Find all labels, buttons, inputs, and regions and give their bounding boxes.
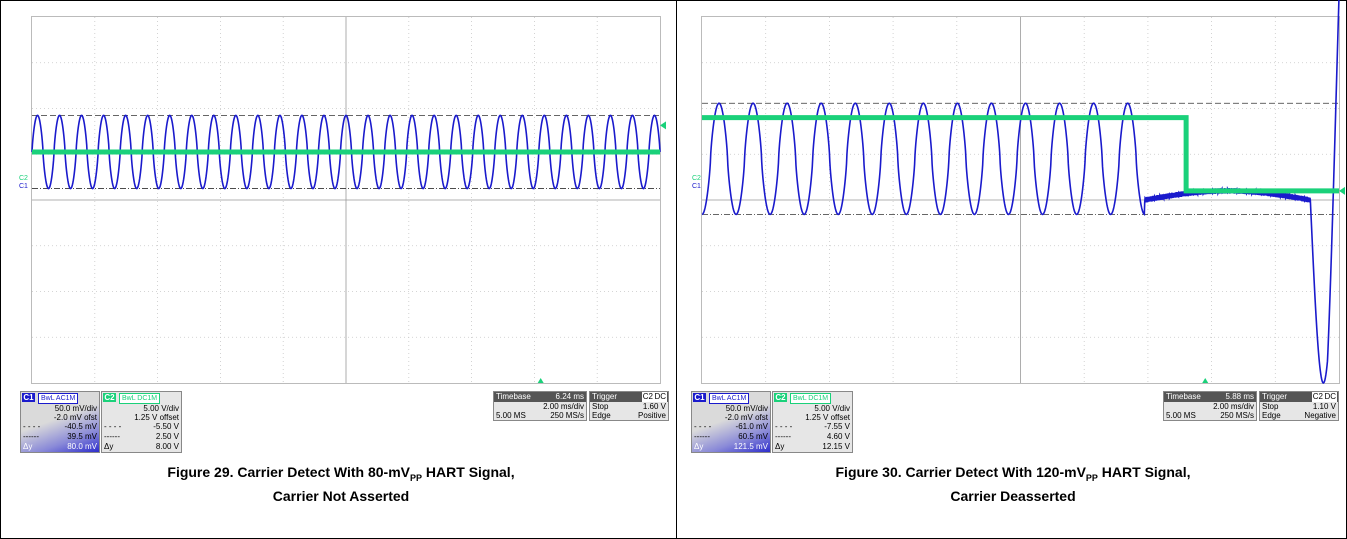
trigger-channel: C2 <box>641 392 654 402</box>
ch1-cursor2-label: ------ <box>694 432 710 441</box>
ch1-cursor1-label: - - - - <box>23 422 41 431</box>
time-per-div: 2.00 ms/div <box>543 402 584 411</box>
ch1-delta-value: 121.5 mV <box>733 442 768 451</box>
ch2-offset: 1.25 V offset <box>805 413 850 422</box>
c2-marker-label: C2 <box>19 175 28 182</box>
figure-caption: Figure 29. Carrier Detect With 80-mVPP H… <box>41 463 641 505</box>
figure-caption: Figure 30. Carrier Detect With 120-mVPP … <box>713 463 1313 505</box>
caption-text: Figure 30. Carrier Detect With 120-mV <box>835 464 1086 480</box>
ch1-cursor2-value: 39.5 mV <box>67 432 97 441</box>
timebase-label: Timebase <box>1166 392 1201 401</box>
series-c1-trace <box>31 114 661 190</box>
timebase-value: 5.88 ms <box>1225 392 1254 401</box>
ch1-coupling: BwL AC1M <box>38 393 79 404</box>
trigger-coupling: DC <box>1323 392 1337 402</box>
sample-rate: 250 MS/s <box>550 411 584 420</box>
ch2-cursor1-label: - - - - <box>775 422 793 431</box>
trigger-box[interactable]: Trigger C2 DC Stop 1.60 V Edge Positive <box>589 391 669 421</box>
ch1-offset: -2.0 mV ofst <box>724 413 768 422</box>
ch2-cursor2-label: ------ <box>775 432 791 441</box>
sample-count: 5.00 MS <box>1166 411 1196 420</box>
scope-screen: C2 C1 <box>19 16 666 384</box>
ch1-delta-label: Δy <box>23 442 33 451</box>
ch2-vdiv: 5.00 V/div <box>814 404 850 413</box>
caption-text: Figure 29. Carrier Detect With 80-mV <box>167 464 411 480</box>
ch2-delta-value: 8.00 V <box>155 442 179 451</box>
ch1-vdiv: 50.0 mV/div <box>54 404 97 413</box>
trigger-marker-icon <box>537 378 544 383</box>
caption-subscript: PP <box>410 472 423 483</box>
caption-line-2: Carrier Not Asserted <box>272 487 410 504</box>
ch2-tag: C2 <box>774 393 787 402</box>
caption-subscript: PP <box>1085 472 1098 483</box>
trigger-channel: C2 <box>1311 392 1324 402</box>
ch2-cursor1-label: - - - - <box>104 422 122 431</box>
timebase-value: 6.24 ms <box>555 392 584 401</box>
c2-marker-label: C2 <box>692 175 701 182</box>
ch2-delta-label: Δy <box>775 442 785 451</box>
ch1-delta-label: Δy <box>694 442 704 451</box>
trigger-level: 1.60 V <box>642 402 666 411</box>
ch2-cursor2-value: 4.60 V <box>826 432 850 441</box>
trigger-mode: Stop <box>1262 402 1279 411</box>
trigger-type: Edge <box>592 411 611 420</box>
oscilloscope-plot <box>31 17 666 383</box>
c1-marker-label: C1 <box>19 183 28 190</box>
figure-29-panel: C2 C1 C1 BwL AC1M 50.0 mV/div -2.0 mV ofs… <box>0 0 677 539</box>
ch1-tag: C1 <box>22 393 35 402</box>
ch2-delta-label: Δy <box>104 442 114 451</box>
trigger-label: Trigger <box>592 392 618 401</box>
timebase-box[interactable]: Timebase 5.88 ms 2.00 ms/div 5.00 MS 250 M… <box>1163 391 1257 421</box>
ch1-cursor2-value: 60.5 mV <box>738 432 768 441</box>
caption-text-end: HART Signal, <box>422 464 515 480</box>
trigger-type: Edge <box>1262 411 1281 420</box>
ch1-cursor2-label: ------ <box>23 432 39 441</box>
ch1-delta-value: 80.0 mV <box>67 442 97 451</box>
ch1-cursor1-label: - - - - <box>694 422 712 431</box>
sample-count: 5.00 MS <box>496 411 526 420</box>
oscilloscope-plot <box>701 0 1345 384</box>
sample-rate: 250 MS/s <box>1220 411 1254 420</box>
ch2-cursor2-label: ------ <box>104 432 120 441</box>
figure-30-panel: C2 C1 C1 BwL AC1M 50.0 mV/div -2.0 mV ofs… <box>676 0 1347 539</box>
level-marker-icon <box>660 121 666 130</box>
timebase-label: Timebase <box>496 392 531 401</box>
series-c2-trace <box>702 115 1339 194</box>
ch1-cursor1-value: -61.0 mV <box>735 422 768 431</box>
ch2-offset: 1.25 V offset <box>134 413 179 422</box>
ch2-info-box[interactable]: C2 BwL DC1M 5.00 V/div 1.25 V offset - - … <box>772 391 853 453</box>
c1-marker-label: C1 <box>692 183 701 190</box>
ch2-cursor1-value: -7.55 V <box>824 422 850 431</box>
caption-line-2: Carrier Deasserted <box>950 487 1076 504</box>
trigger-slope: Positive <box>637 411 666 420</box>
ch2-info-box[interactable]: C2 BwL DC1M 5.00 V/div 1.25 V offset - - … <box>101 391 182 453</box>
ch1-coupling: BwL AC1M <box>709 393 750 404</box>
ch1-offset: -2.0 mV ofst <box>53 413 97 422</box>
trigger-label: Trigger <box>1262 392 1288 401</box>
ch1-info-box[interactable]: C1 BwL AC1M 50.0 mV/div -2.0 mV ofst - - … <box>20 391 100 453</box>
scope-screen: C2 C1 <box>692 0 1345 384</box>
time-per-div: 2.00 ms/div <box>1213 402 1254 411</box>
ch2-cursor2-value: 2.50 V <box>155 432 179 441</box>
trigger-slope: Negative <box>1304 411 1336 420</box>
trigger-box[interactable]: Trigger C2 DC Stop 1.10 V Edge Negative <box>1259 391 1339 421</box>
caption-text-end: HART Signal, <box>1097 464 1191 480</box>
ch2-coupling: BwL DC1M <box>119 393 161 404</box>
ch1-tag: C1 <box>693 393 706 402</box>
timebase-box[interactable]: Timebase 6.24 ms 2.00 ms/div 5.00 MS 250 M… <box>493 391 587 421</box>
trigger-marker-icon <box>1202 378 1209 383</box>
ch1-vdiv: 50.0 mV/div <box>725 404 768 413</box>
ch1-info-box[interactable]: C1 BwL AC1M 50.0 mV/div -2.0 mV ofst - - … <box>691 391 771 453</box>
ch2-cursor1-value: -5.50 V <box>153 422 179 431</box>
ch1-cursor1-value: -40.5 mV <box>64 422 97 431</box>
trigger-level: 1.10 V <box>1312 402 1336 411</box>
level-marker-icon <box>1339 186 1345 195</box>
ch2-coupling: BwL DC1M <box>790 393 832 404</box>
ch2-tag: C2 <box>103 393 116 402</box>
ch2-vdiv: 5.00 V/div <box>143 404 179 413</box>
ch2-delta-value: 12.15 V <box>822 442 850 451</box>
trigger-coupling: DC <box>653 392 667 402</box>
trigger-mode: Stop <box>592 402 609 411</box>
